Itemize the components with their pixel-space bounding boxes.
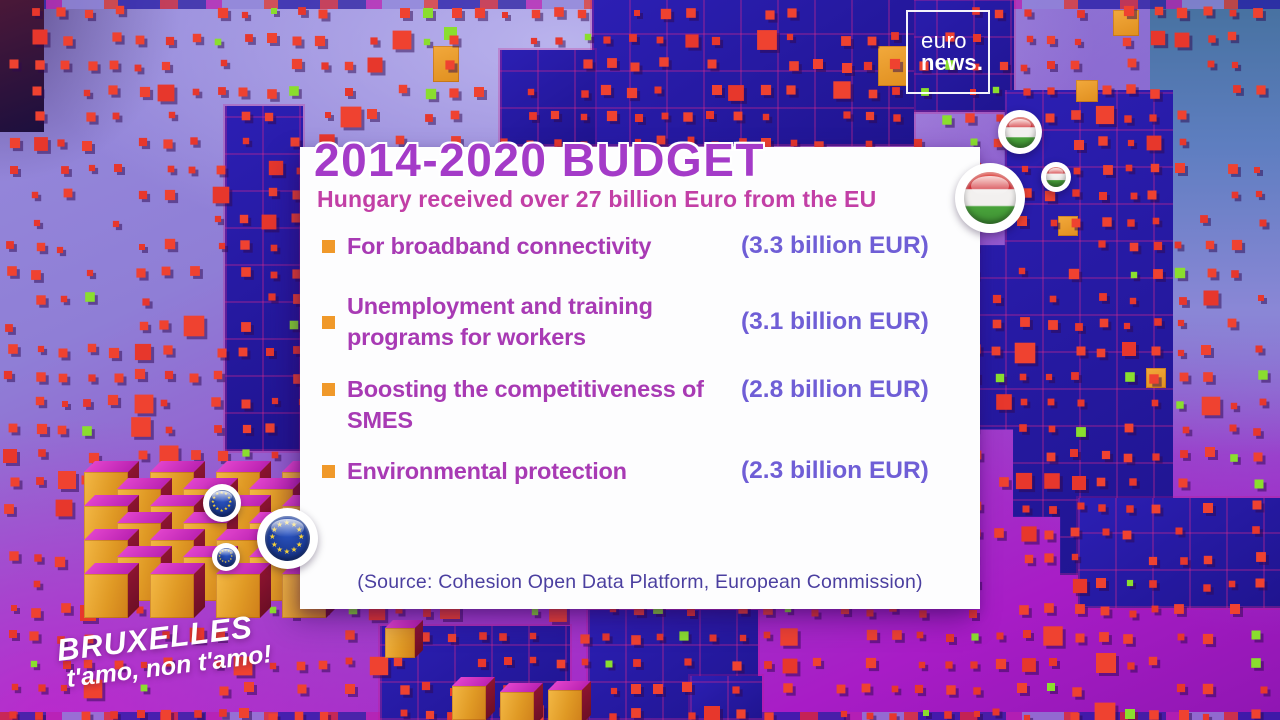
budget-item-amount: (2.3 billion EUR) — [741, 457, 929, 484]
budget-item-label: Boosting the competitiveness of SMES — [347, 376, 704, 433]
eu-star-icon: ★ — [227, 494, 232, 500]
eu-star-icon: ★ — [210, 498, 216, 504]
budget-item-amount: (3.1 billion EUR) — [741, 308, 929, 335]
orange-accent-tile — [433, 46, 459, 82]
bullet-square-icon — [322, 383, 335, 396]
eu-star-icon: ★ — [229, 550, 233, 555]
gold-cube — [84, 574, 128, 618]
eu-star-icon: ★ — [219, 507, 224, 513]
eu-flag-icon: ★ ★ ★ ★ ★ ★ ★ ★ ★ ★ ★ ★ — [265, 516, 310, 561]
euronews-logo: euro news. — [906, 10, 990, 94]
gold-cube — [548, 690, 582, 720]
green-accent-tile — [444, 27, 457, 40]
budget-item-amount: (3.3 billion EUR) — [741, 232, 929, 259]
eu-star-icon: ★ — [230, 553, 234, 558]
eu-star-icon: ★ — [212, 494, 217, 500]
hungary-flag-icon — [964, 172, 1016, 224]
budget-item-amount: (2.8 billion EUR) — [741, 376, 929, 403]
hungary-flag-badge-large — [955, 163, 1025, 233]
eu-star-icon: ★ — [276, 519, 284, 529]
eu-star-icon: ★ — [219, 490, 224, 496]
budget-item-row: Boosting the competitiveness of SMES (2.… — [322, 374, 968, 438]
navy-tile-blob — [0, 0, 44, 132]
eu-star-icon: ★ — [283, 517, 291, 527]
gold-cube — [500, 692, 534, 720]
eu-star-icon: ★ — [215, 491, 220, 497]
eu-star-icon: ★ — [276, 544, 284, 554]
budget-item-row: For broadband connectivity (3.3 billion … — [322, 224, 968, 268]
gold-cube — [216, 574, 260, 618]
eu-star-icon: ★ — [270, 539, 278, 549]
hungary-flag-icon — [1004, 116, 1036, 148]
eu-star-icon: ★ — [223, 491, 228, 497]
eu-star-icon: ★ — [223, 506, 228, 512]
eu-star-icon: ★ — [229, 556, 233, 561]
eu-star-icon: ★ — [228, 498, 233, 504]
eu-star-icon: ★ — [219, 556, 222, 561]
hungary-flag-badge-small — [1041, 162, 1071, 192]
eu-star-icon: ★ — [270, 525, 278, 535]
navy-tile-blob — [1078, 498, 1280, 608]
gold-cube — [452, 686, 486, 720]
eu-star-icon: ★ — [297, 532, 305, 542]
eu-star-icon: ★ — [219, 550, 222, 555]
budget-item-label: Environmental protection — [347, 457, 627, 484]
page-title: 2014-2020 BUDGET — [314, 134, 765, 186]
eu-star-icon: ★ — [224, 547, 228, 552]
navy-tile-blob — [690, 676, 762, 720]
navy-tile-blob — [588, 610, 758, 720]
infographic-card: 2014-2020 BUDGET Hungary received over 2… — [300, 137, 980, 609]
hungary-flag-badge-medium — [998, 110, 1042, 154]
hungary-flag-icon — [1046, 167, 1066, 187]
eu-star-icon: ★ — [212, 503, 217, 509]
orange-accent-tile — [878, 46, 908, 86]
eu-flag-icon: ★ ★ ★ ★ ★ ★ ★ ★ ★ ★ ★ ★ — [216, 547, 236, 567]
eu-star-icon: ★ — [227, 548, 231, 553]
eu-star-icon: ★ — [290, 519, 298, 529]
eu-flag-badge-medium: ★ ★ ★ ★ ★ ★ ★ ★ ★ ★ ★ ★ — [203, 484, 241, 522]
eu-flag-icon: ★ ★ ★ ★ ★ ★ ★ ★ ★ ★ ★ ★ — [208, 489, 236, 517]
eu-star-icon: ★ — [227, 559, 231, 564]
source-note: (Source: Cohesion Open Data Platform, Eu… — [357, 571, 923, 593]
bullet-square-icon — [322, 464, 335, 478]
eu-star-icon: ★ — [290, 544, 298, 554]
budget-item-row: Unemployment and training programs for w… — [322, 290, 968, 354]
navy-tile-blob — [500, 50, 595, 146]
eu-star-icon: ★ — [227, 503, 232, 509]
orange-accent-tile — [1058, 216, 1078, 236]
euronews-logo-line2: news. — [921, 50, 984, 75]
budget-item-row: Environmental protection (2.3 billion EU… — [322, 449, 968, 493]
card-subtitle: Hungary received over 27 billion Euro fr… — [317, 186, 877, 212]
eu-star-icon: ★ — [269, 532, 276, 542]
orange-accent-tile — [1146, 368, 1166, 388]
gold-cube — [385, 628, 415, 658]
gold-cube — [150, 574, 194, 618]
eu-star-icon: ★ — [224, 559, 228, 564]
navy-tile-blob — [225, 106, 303, 451]
budget-item-label: For broadband connectivity — [347, 232, 652, 259]
bullet-square-icon — [322, 315, 335, 329]
eu-star-icon: ★ — [218, 553, 222, 558]
navy-tile-blob — [592, 0, 914, 146]
eu-star-icon: ★ — [215, 506, 220, 512]
orange-accent-tile — [1113, 10, 1139, 36]
orange-accent-tile — [1076, 80, 1098, 102]
eu-star-icon: ★ — [221, 559, 225, 564]
eu-flag-badge-small: ★ ★ ★ ★ ★ ★ ★ ★ ★ ★ ★ ★ — [212, 543, 240, 571]
bullet-square-icon — [322, 239, 335, 253]
eu-star-icon: ★ — [295, 525, 303, 535]
eu-star-icon: ★ — [295, 539, 303, 549]
budget-item-label: Unemployment and training programs for w… — [347, 293, 653, 350]
eu-star-icon: ★ — [283, 546, 291, 556]
euronews-logo-line1: euro — [921, 28, 968, 53]
eu-star-icon: ★ — [221, 548, 225, 553]
eu-flag-badge-large: ★ ★ ★ ★ ★ ★ ★ ★ ★ ★ ★ ★ — [257, 508, 318, 569]
